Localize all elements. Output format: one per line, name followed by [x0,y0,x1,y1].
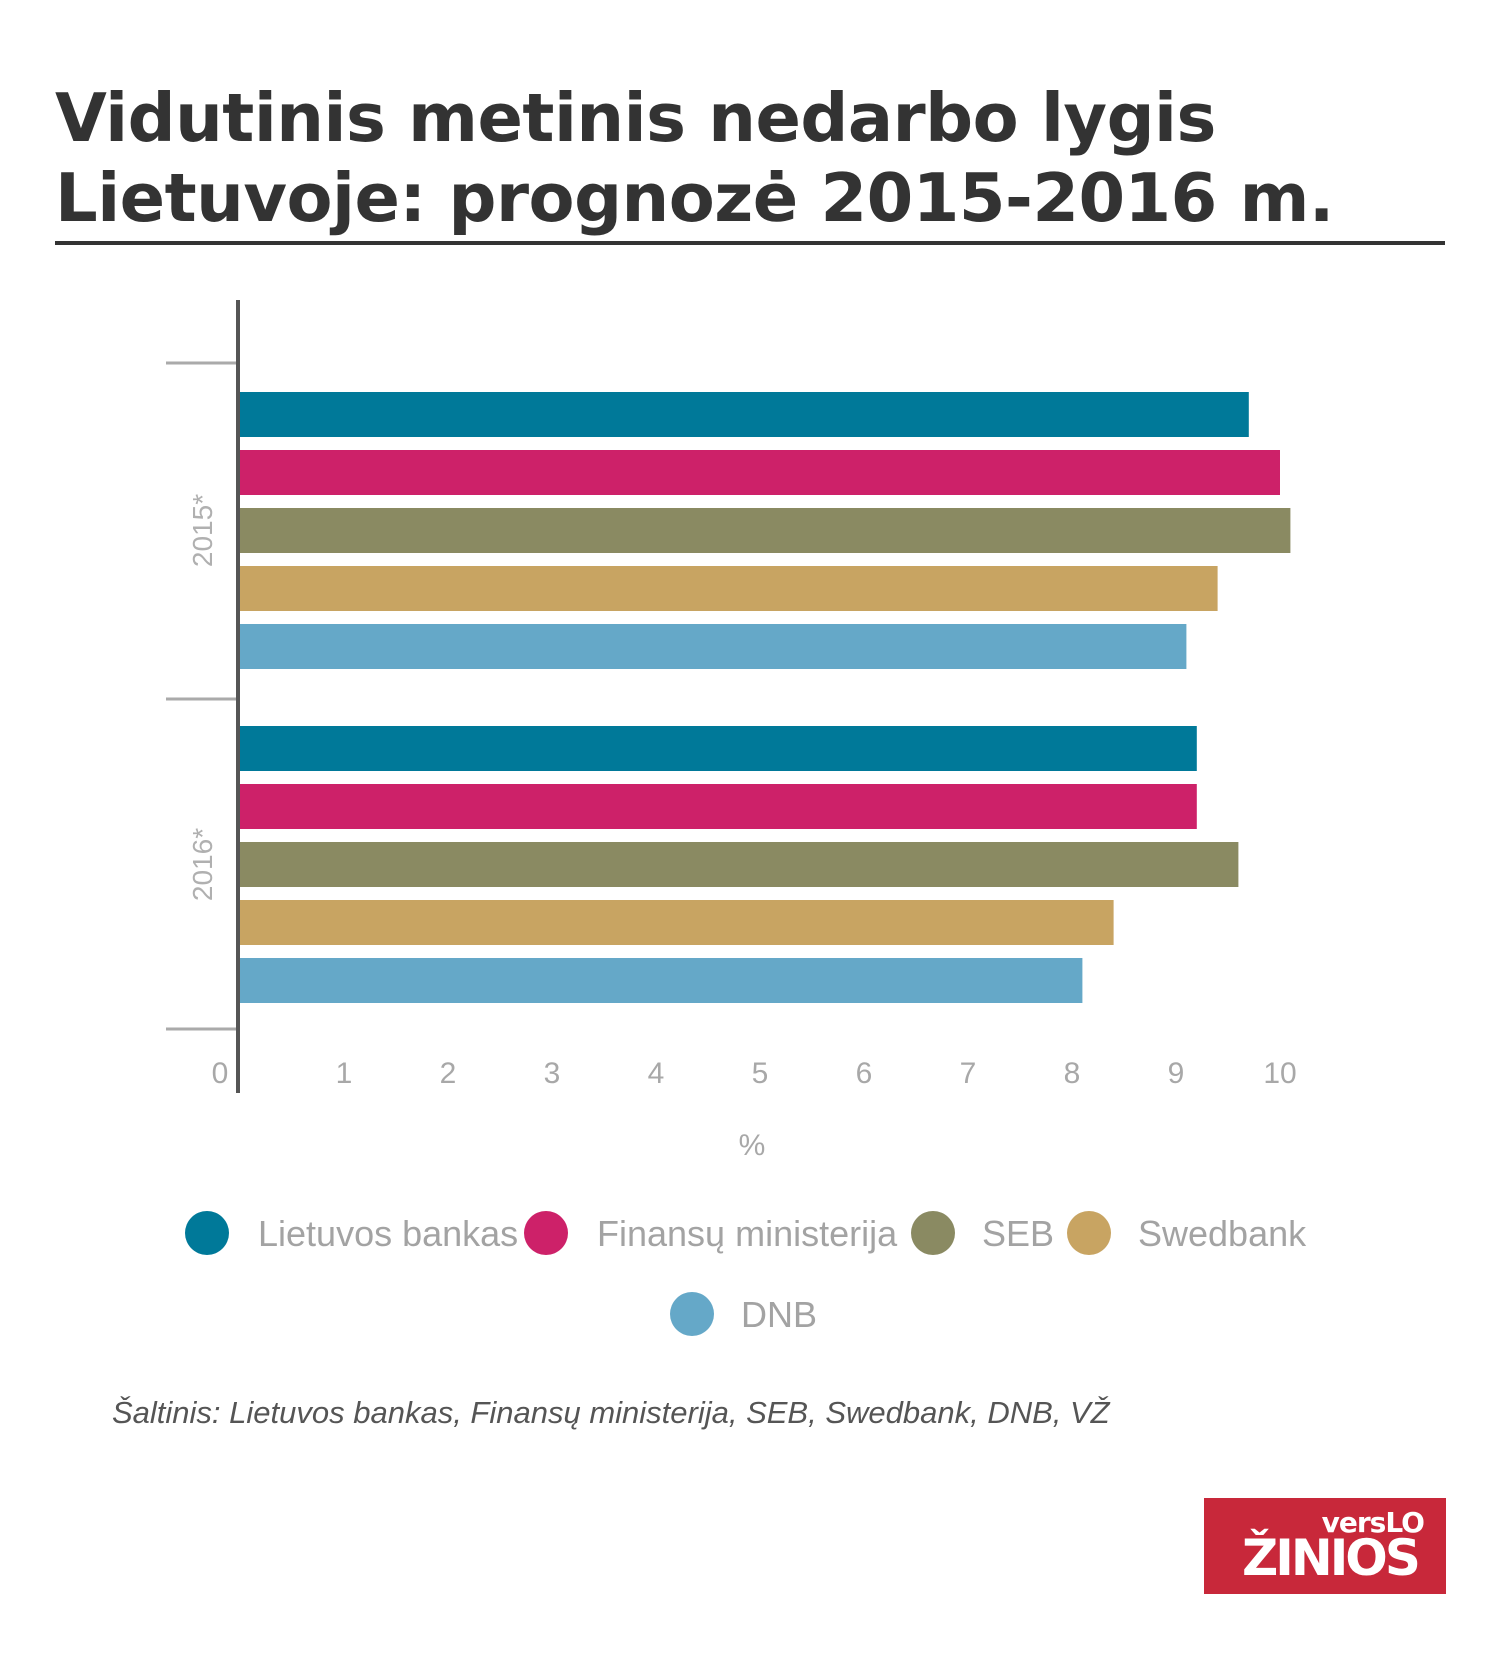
x-tick-label-2: 2 [440,1057,457,1090]
category-label-2015: 2015* [187,494,218,567]
bar-2016-seb [240,842,1239,887]
bar-2016-lietuvos-bankas [240,726,1197,771]
source-note: Šaltinis: Lietuvos bankas, Finansų minis… [112,1395,1110,1430]
verslo-zinios-logo: versLO ŽINIOS [1204,1498,1446,1594]
bar-2015-swedbank [240,566,1218,611]
legend-label-swedbank: Swedbank [1138,1213,1307,1254]
legend-swatch-lietuvos-bankas [185,1211,229,1255]
bar-2015-lietuvos-bankas [240,392,1249,437]
legend-swatch-dnb [670,1292,714,1336]
legend-swatch-seb [911,1211,955,1255]
category-label-2016: 2016* [187,828,218,901]
chart-title-line-2: Lietuvoje: prognozė 2015-2016 m. [55,159,1334,237]
x-tick-label-7: 7 [960,1057,977,1090]
x-tick-label-1: 1 [336,1057,353,1090]
title-underline [55,241,1445,245]
logo-text-top: versLO [1321,1506,1425,1539]
legend-label-lietuvos-bankas: Lietuvos bankas [258,1213,518,1254]
x-tick-label-8: 8 [1064,1057,1081,1090]
legend-label-seb: SEB [982,1213,1054,1254]
bar-2016-dnb [240,958,1083,1003]
legend-label-dnb: DNB [741,1294,817,1335]
legend-swatch-finans-ministerija [524,1211,568,1255]
bar-2016-finans-ministerija [240,784,1197,829]
bar-2016-swedbank [240,900,1114,945]
bar-2015-seb [240,508,1291,553]
x-tick-label-9: 9 [1168,1057,1185,1090]
x-tick-label-4: 4 [648,1057,665,1090]
x-tick-label-0: 0 [212,1057,229,1090]
chart-title: Vidutinis metinis nedarbo lygis Lietuvoj… [55,78,1455,238]
x-axis-label: % [739,1129,766,1162]
x-tick-label-10: 10 [1263,1057,1296,1090]
legend-swatch-swedbank [1067,1211,1111,1255]
x-tick-label-5: 5 [752,1057,769,1090]
x-tick-label-3: 3 [544,1057,561,1090]
bar-2015-dnb [240,624,1187,669]
bar-2015-finans-ministerija [240,450,1280,495]
chart-title-line-1: Vidutinis metinis nedarbo lygis [55,79,1216,157]
legend-label-finans-ministerija: Finansų ministerija [597,1213,898,1254]
x-tick-label-6: 6 [856,1057,873,1090]
logo-text-bottom: ŽINIOS [1242,1529,1421,1587]
